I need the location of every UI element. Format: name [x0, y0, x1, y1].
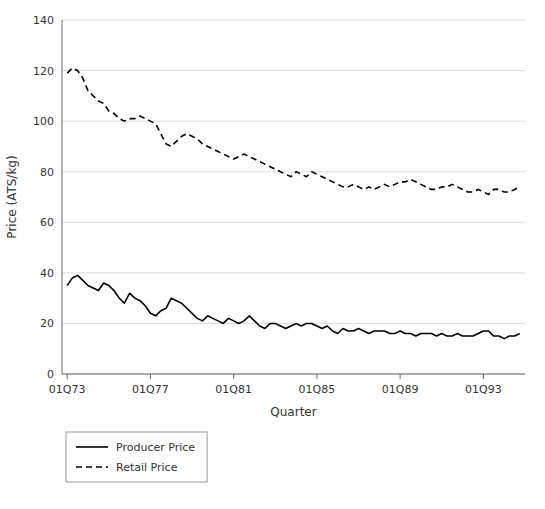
legend-box — [66, 432, 207, 482]
x-tick-label: 01Q77 — [132, 383, 169, 396]
chart: 02040608010012014001Q7301Q7701Q8101Q8501… — [0, 0, 545, 509]
x-tick — [316, 374, 317, 379]
series-line — [67, 275, 520, 338]
x-tick-label: 01Q93 — [465, 383, 502, 396]
grid-line — [62, 20, 525, 21]
grid-line — [62, 323, 525, 324]
x-tick-label: 01Q85 — [299, 383, 336, 396]
legend-label: Producer Price — [116, 441, 195, 454]
grid-line — [62, 70, 525, 71]
grid-line — [62, 272, 525, 273]
y-tick-label: 0 — [47, 368, 54, 381]
y-axis-line — [62, 20, 63, 374]
y-tick-label: 80 — [40, 166, 54, 179]
x-tick-label: 01Q81 — [215, 383, 252, 396]
x-axis-line — [62, 374, 525, 375]
legend-swatch — [76, 446, 108, 448]
x-tick — [483, 374, 484, 379]
x-axis-label: Quarter — [270, 405, 316, 419]
grid-line — [62, 374, 525, 375]
y-axis-label: Price (ATS/kg) — [5, 155, 19, 238]
y-tick-label: 140 — [33, 14, 54, 27]
legend: Producer Price Retail Price — [66, 432, 207, 482]
x-tick — [67, 374, 68, 379]
grid-line — [62, 222, 525, 223]
y-tick-label: 20 — [40, 317, 54, 330]
series-line — [67, 68, 520, 194]
x-tick — [233, 374, 234, 379]
x-tick — [400, 374, 401, 379]
grid-line — [62, 121, 525, 122]
legend-swatch — [76, 466, 108, 468]
plot-area — [67, 68, 520, 339]
grid-line — [62, 171, 525, 172]
x-tick — [150, 374, 151, 379]
y-tick-label: 120 — [33, 65, 54, 78]
legend-label: Retail Price — [116, 461, 178, 474]
x-tick-label: 01Q73 — [49, 383, 86, 396]
y-tick-label: 40 — [40, 267, 54, 280]
x-axis: 01Q73 01Q77 01Q81 01Q85 01Q89 01Q93 — [49, 374, 502, 396]
y-tick-label: 100 — [33, 115, 54, 128]
y-axis: 0 20 40 60 80 100 120 140 — [33, 14, 525, 381]
x-tick-label: 01Q89 — [382, 383, 419, 396]
y-tick-label: 60 — [40, 216, 54, 229]
